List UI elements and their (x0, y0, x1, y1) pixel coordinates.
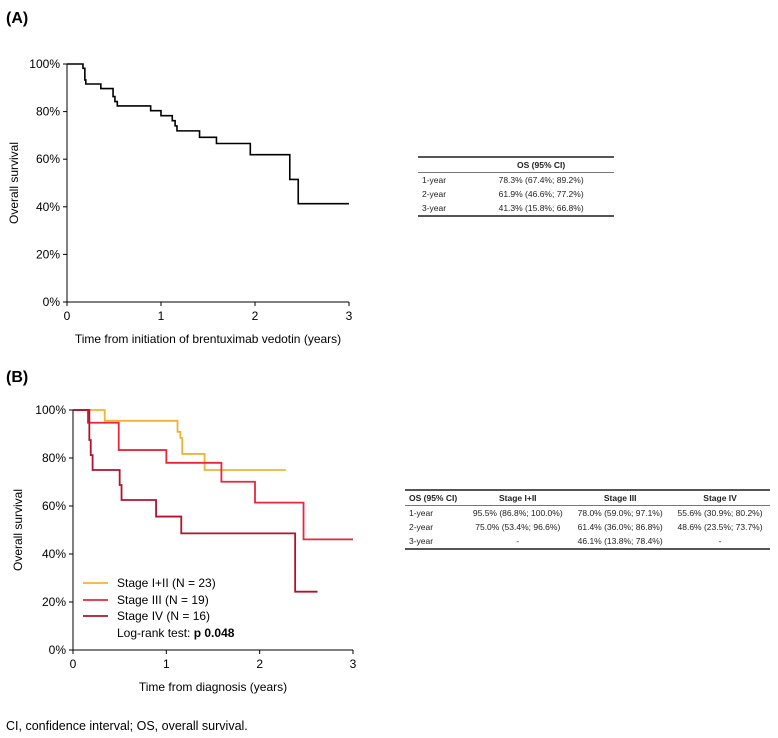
table-header-cell: Stage I+II (465, 490, 571, 506)
panel-a-y-axis-label: Overall survival (7, 142, 21, 224)
table-header-row: OS (95% CI) Stage I+II Stage III Stage IV (405, 490, 770, 506)
panel-b-y-tick-label: 40% (42, 547, 66, 561)
table-cell: 75.0% (53.4%; 96.6%) (475, 522, 561, 532)
table-cell: 1-year (422, 175, 447, 185)
table-header-cell: OS (95% CI) (405, 490, 466, 506)
table-cell: 2-year (409, 522, 434, 532)
table-cell: 3-year (409, 536, 434, 546)
panel-a-x-tick-label: 1 (158, 309, 165, 323)
legend-label-3: Stage IV (N = 16) (117, 609, 210, 623)
table-cell: - (718, 536, 722, 546)
panel-a-y-tick-label: 60% (36, 152, 60, 166)
panel-a-y-tick-label: 20% (36, 247, 60, 261)
panel-b-y-tick-label: 60% (42, 499, 66, 513)
table-row: 2-year 75.0% (53.4%; 96.6%) 61.4% (36.0%; … (405, 520, 770, 534)
os-table-a: OS (95% CI) 1-year 78.3% (67.4%; 89.2%) 2-y… (418, 156, 614, 217)
panel-b-survival-curve-2 (73, 409, 353, 541)
panel-a-y-tick-label: 80% (36, 105, 60, 119)
table-row: 1-year 95.5% (86.8%; 100.0%) 78.0% (59.0%;… (405, 506, 770, 521)
table-cell: 61.4% (36.0%; 86.8%) (577, 522, 663, 532)
panel-a-label: (A) (6, 10, 29, 27)
os-table-b: OS (95% CI) Stage I+II Stage III Stage IV 1-… (405, 489, 770, 550)
panel-b-x-axis-label: Time from diagnosis (years) (139, 680, 287, 694)
table-cell: 48.6% (23.5%; 73.7%) (677, 522, 763, 532)
panel-b-label: (B) (6, 369, 29, 386)
table-row: 3-year 41.3% (15.8%; 66.8%) (418, 201, 614, 216)
table-cell: 3-year (422, 203, 447, 213)
panel-a-x-tick-label: 2 (252, 309, 259, 323)
table-header-row: OS (95% CI) (418, 157, 614, 173)
panel-b-y-tick-label: 80% (42, 451, 66, 465)
panel-b-y-tick-label: 0% (49, 643, 67, 657)
table-header-cell (418, 157, 469, 173)
table-cell: 46.1% (13.8%; 78.4%) (577, 536, 663, 546)
panel-a-x-tick-label: 0 (64, 309, 71, 323)
table-header-cell: Stage III (570, 490, 671, 506)
legend-label-2: Stage III (N = 19) (117, 593, 209, 607)
table-cell: 78.0% (59.0%; 97.1%) (577, 508, 663, 518)
log-rank-annotation: Log-rank test: p 0.048 (117, 626, 235, 640)
panel-b-survival-curve-3 (73, 409, 318, 593)
table-cell: 41.3% (15.8%; 66.8%) (498, 203, 584, 213)
footnote: CI, confidence interval; OS, overall sur… (6, 719, 248, 733)
panel-b-x-tick-label: 2 (256, 657, 263, 671)
panel-a-y-tick-label: 100% (29, 57, 60, 71)
table-cell: 55.6% (30.9%; 80.2%) (677, 508, 763, 518)
panel-a-y-tick-label: 0% (43, 295, 61, 309)
table-row: 1-year 78.3% (67.4%; 89.2%) (418, 173, 614, 188)
table-row: 2-year 61.9% (46.6%; 77.2%) (418, 187, 614, 201)
legend-label-1: Stage I+II (N = 23) (117, 576, 216, 590)
panel-b-y-axis-label: Overall survival (11, 489, 25, 571)
panel-b-x-tick-label: 3 (350, 657, 357, 671)
panel-a-x-axis-label: Time from initiation of brentuximab vedo… (75, 332, 341, 346)
table-cell: 2-year (422, 189, 447, 199)
panel-b-y-tick-label: 20% (42, 595, 66, 609)
panel-b-y-tick-label: 100% (35, 403, 66, 417)
panel-a-x-tick-label: 3 (346, 309, 353, 323)
panel-b-survival-curve-1 (73, 409, 286, 471)
panel-a-y-tick-label: 40% (36, 200, 60, 214)
table-cell: 1-year (409, 508, 434, 518)
table-header-cell: OS (95% CI) (468, 157, 614, 173)
p-value: p 0.048 (194, 626, 235, 640)
panel-a-survival-curve-1 (67, 63, 349, 205)
panel-b-x-tick-label: 0 (70, 657, 77, 671)
table-cell: - (516, 536, 520, 546)
table-cell: 78.3% (67.4%; 89.2%) (498, 175, 584, 185)
table-row: 3-year - 46.1% (13.8%; 78.4%) - (405, 534, 770, 549)
table-header-cell: Stage IV (670, 490, 770, 506)
table-cell: 61.9% (46.6%; 77.2%) (498, 189, 584, 199)
table-cell: 95.5% (86.8%; 100.0%) (472, 508, 563, 518)
panel-b-x-tick-label: 1 (163, 657, 170, 671)
log-rank-prefix: Log-rank test: (117, 626, 194, 640)
